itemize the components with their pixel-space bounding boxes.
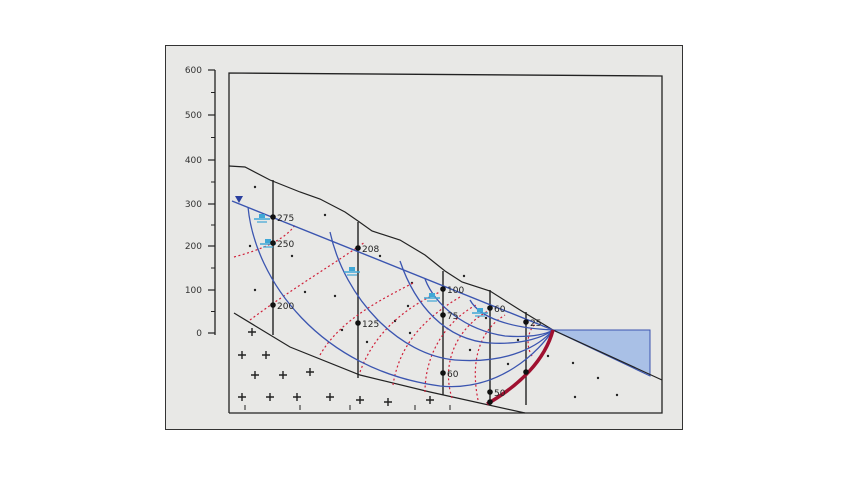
soil-dot	[615, 393, 619, 397]
bedrock-cross	[238, 393, 246, 401]
bedrock-cross	[266, 393, 274, 401]
measurement-point	[487, 305, 493, 311]
soil-dot	[546, 354, 550, 358]
soil-dot	[253, 288, 257, 292]
soil-dot	[596, 376, 600, 380]
y-tick-label: 500	[185, 111, 202, 121]
head-label: 25	[530, 319, 541, 329]
equipotential-lines	[233, 224, 537, 401]
head-label: 60	[447, 370, 459, 380]
water-level-marker-icon	[254, 214, 270, 223]
head-label: 200	[277, 302, 294, 312]
head-label: 275	[277, 214, 294, 224]
bedrock-cross	[279, 371, 287, 379]
soil-dot	[248, 244, 252, 248]
soil-dot	[571, 361, 575, 365]
soil-dot	[333, 294, 337, 298]
water-table-marker-icon	[235, 196, 243, 203]
water-level-marker-icon	[472, 308, 488, 317]
soil-dot	[323, 213, 327, 217]
water-level-marker-icon	[344, 267, 360, 276]
measurement-point	[270, 214, 276, 220]
baseline-ticks	[244, 405, 451, 410]
y-tick-label: 600	[185, 66, 202, 76]
water-level-marker-icon	[424, 293, 440, 302]
measurement-point	[355, 320, 361, 326]
bedrock-cross	[306, 368, 314, 376]
head-label: 208	[362, 245, 379, 255]
soil-dot	[468, 348, 472, 352]
head-label: 125	[362, 320, 379, 330]
soil-dot	[303, 290, 307, 294]
measurement-point	[487, 399, 493, 405]
measurement-point	[487, 389, 493, 395]
y-tick-label: 0	[196, 329, 202, 339]
measurement-point	[523, 319, 529, 325]
y-ticks: 600 500 400 300 200 100 0	[185, 66, 215, 339]
head-label: 50	[494, 389, 506, 399]
water-table	[231, 200, 554, 331]
y-tick-label: 100	[185, 286, 202, 296]
wells	[272, 180, 527, 405]
measurement-point	[523, 369, 529, 375]
soil-dots	[248, 185, 619, 399]
measurement-point	[440, 286, 446, 292]
head-label: 60	[494, 305, 506, 315]
soil-dot	[408, 331, 412, 335]
bedrock-cross	[248, 328, 256, 336]
section-frame	[228, 72, 663, 414]
soil-dot	[484, 316, 488, 320]
water-level-markers	[254, 214, 488, 317]
bedrock-cross	[384, 398, 392, 406]
measurement-point	[355, 245, 361, 251]
y-tick-label: 200	[185, 242, 202, 252]
soil-dot	[406, 304, 410, 308]
soil-dot	[365, 340, 369, 344]
head-label: 100	[447, 286, 464, 296]
soil-dot	[253, 185, 257, 189]
measurement-points: 275 250 200 208 125 100 75 60 60 50 25	[270, 214, 541, 405]
photo-frame	[165, 45, 683, 430]
y-tick-label: 400	[185, 156, 202, 166]
bedrock-cross	[326, 393, 334, 401]
soil-dot	[378, 254, 382, 258]
slip-surface	[486, 329, 555, 406]
soil-dot	[506, 362, 510, 366]
y-tick-label: 300	[185, 200, 202, 210]
bedrock-boundary	[233, 312, 526, 414]
bedrock-cross	[262, 351, 270, 359]
soil-dot	[290, 254, 294, 258]
bedrock-crosses	[238, 328, 434, 406]
bedrock-cross	[356, 396, 364, 404]
measurement-point	[270, 302, 276, 308]
ground-surface	[228, 165, 663, 381]
measurement-point	[270, 240, 276, 246]
measurement-point	[440, 370, 446, 376]
bedrock-cross	[251, 371, 259, 379]
flow-lines	[247, 206, 554, 388]
measurement-point	[440, 312, 446, 318]
soil-dot	[340, 328, 344, 332]
bedrock-cross	[293, 393, 301, 401]
soil-dot	[573, 395, 577, 399]
head-label: 250	[277, 240, 294, 250]
soil-dot	[516, 338, 520, 342]
soil-dot	[462, 274, 466, 278]
bedrock-cross	[426, 396, 434, 404]
bedrock-cross	[238, 351, 246, 359]
head-label: 75	[447, 312, 458, 322]
